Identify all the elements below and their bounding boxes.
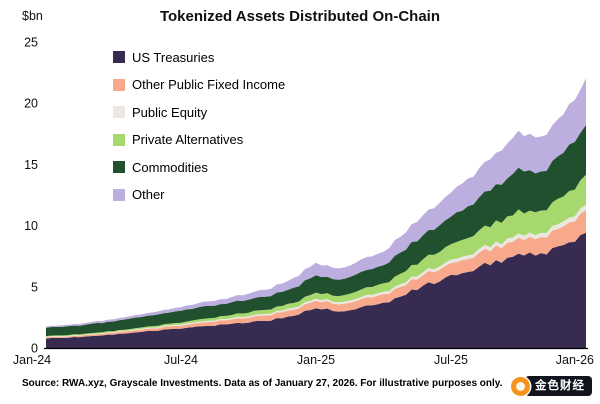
legend-swatch: [113, 51, 125, 63]
legend-item-other-public-fixed-income: Other Public Fixed Income: [113, 75, 285, 95]
legend-label: Other Public Fixed Income: [132, 77, 286, 92]
legend-swatch: [113, 133, 125, 146]
chart-title: Tokenized Assets Distributed On-Chain: [159, 8, 441, 25]
y-tick-label: 5: [31, 280, 38, 294]
legend-swatch: [113, 161, 125, 173]
legend-item-us-treasuries: US Treasuries: [113, 47, 285, 67]
watermark-label: 金色财经: [525, 376, 592, 396]
legend-item-other: Other: [113, 185, 285, 205]
chart-legend: US Treasuries Other Public Fixed Income Pu…: [113, 47, 285, 212]
x-tick-label: Jul-24: [164, 353, 198, 367]
legend-label: Private Alternatives: [132, 132, 244, 147]
y-tick-label: 20: [24, 97, 38, 111]
x-tick-label: Jul-25: [434, 353, 468, 367]
y-axis-unit-label: $bn: [22, 9, 43, 23]
legend-label: Public Equity: [132, 104, 208, 120]
legend-item-public-equity: Public Equity: [113, 102, 285, 122]
y-tick-label: 0: [31, 342, 38, 356]
area-band-us-treasuries: [46, 232, 586, 348]
legend-label: Other: [132, 187, 165, 202]
watermark-badge: 金色财经: [511, 374, 592, 398]
source-note: Source: RWA.xyz, Grayscale Investments. …: [22, 378, 503, 389]
legend-swatch: [113, 78, 125, 91]
legend-label: US Treasuries: [132, 49, 215, 65]
y-tick-label: 25: [24, 36, 38, 50]
y-tick-label: 10: [24, 219, 38, 233]
y-tick-label: 15: [24, 158, 38, 172]
x-tick-label: Jan-25: [297, 353, 335, 367]
legend-item-private-alternatives: Private Alternatives: [113, 130, 285, 150]
area-band-commodities: [46, 125, 586, 337]
x-tick-label: Jan-26: [556, 353, 594, 367]
x-tick-label: Jan-24: [13, 353, 51, 367]
watermark-coin-icon: [511, 376, 530, 396]
legend-label: Commodities: [132, 159, 208, 175]
legend-swatch: [113, 106, 125, 118]
legend-item-commodities: Commodities: [113, 157, 285, 177]
legend-swatch: [113, 188, 125, 201]
